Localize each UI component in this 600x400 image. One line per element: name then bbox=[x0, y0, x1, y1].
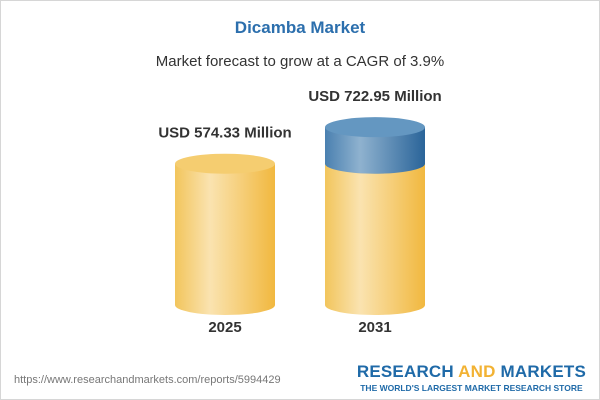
chart-subtitle: Market forecast to grow at a CAGR of 3.9… bbox=[155, 53, 445, 70]
source-url[interactable]: https://www.researchandmarkets.com/repor… bbox=[14, 374, 281, 386]
growth-segment-2031-body bbox=[325, 127, 425, 174]
data-label-2031: USD 722.95 Million bbox=[308, 88, 441, 105]
logo-tagline: THE WORLD'S LARGEST MARKET RESEARCH STOR… bbox=[360, 383, 583, 393]
logo-text-1: RESEARCH bbox=[356, 362, 459, 381]
growth-segment-2031-top bbox=[325, 117, 425, 138]
research-and-markets-logo: RESEARCH AND MARKETS THE WORLD'S LARGEST… bbox=[357, 362, 586, 393]
data-label-2025: USD 574.33 Million bbox=[158, 125, 291, 142]
logo-text-2: AND bbox=[458, 362, 496, 381]
logo-text-3: MARKETS bbox=[495, 362, 586, 381]
bar-2025-top bbox=[175, 153, 275, 174]
chart-title: Dicamba Market bbox=[234, 18, 366, 37]
category-label-2025: 2025 bbox=[208, 319, 241, 336]
bar-2025-body bbox=[175, 163, 275, 315]
bar-2031-body bbox=[325, 163, 425, 315]
category-label-2031: 2031 bbox=[358, 319, 391, 336]
